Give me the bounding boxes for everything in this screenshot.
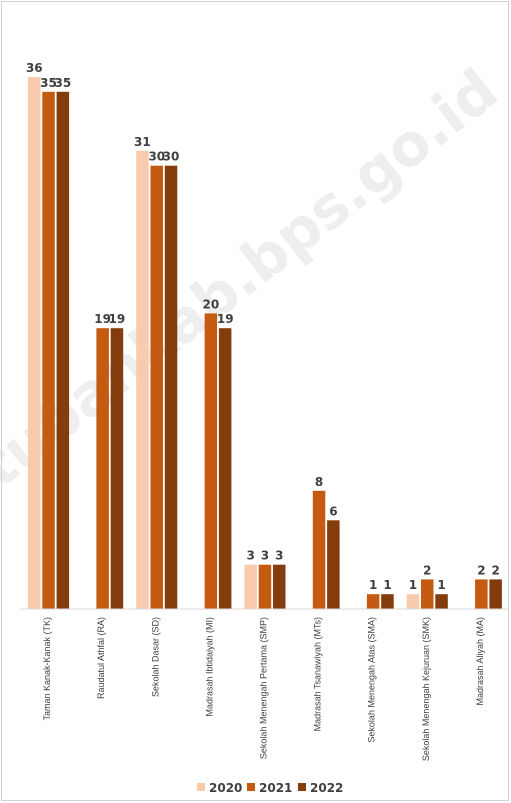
- bar-2020-1: [28, 77, 41, 609]
- bar-2021-9: [475, 579, 488, 609]
- bar-2022-7: [381, 594, 394, 609]
- bar-2021-2: [96, 328, 109, 609]
- category-label-9: Madrasah Aliyah (MA): [475, 617, 485, 706]
- bar-2021-7: [366, 594, 380, 609]
- legend-label-2021: 2021: [259, 781, 292, 795]
- bar-2021-4: [204, 313, 218, 609]
- category-label-8: Sekolah Menengah Kejuruan (SMK): [421, 617, 431, 761]
- data-label-2021-9: 2: [477, 563, 485, 577]
- legend-label-2022: 2022: [310, 781, 343, 795]
- data-label-2022-1: 35: [55, 76, 72, 90]
- data-label-2022-9: 2: [492, 563, 500, 577]
- data-label-2022-6: 6: [329, 504, 337, 518]
- data-label-2022-2: 19: [109, 312, 126, 326]
- data-label-2021-5: 3: [261, 549, 269, 563]
- bar-2021-3: [150, 165, 163, 609]
- bar-2021-5: [258, 564, 272, 609]
- bar-2021-1: [42, 91, 55, 610]
- data-label-2021-8: 2: [423, 563, 431, 577]
- bar-2020-3: [136, 150, 149, 609]
- bar-2020-5: [244, 564, 257, 609]
- category-label-3: Sekolah Dasar (SD): [150, 617, 160, 697]
- bar-2022-6: [327, 520, 340, 609]
- bar-2022-9: [489, 579, 502, 609]
- legend-swatch-2022: [298, 783, 306, 791]
- data-label-2021-7: 1: [369, 578, 377, 592]
- bar-2021-8: [421, 579, 434, 609]
- category-label-7: Sekolah Menengah Atas (SMA): [367, 617, 377, 743]
- bar-2022-1: [56, 91, 70, 610]
- data-label-2022-3: 30: [163, 150, 180, 164]
- data-label-2021-1: 35: [40, 76, 57, 90]
- legend-swatch-2021: [247, 783, 255, 791]
- data-label-2021-6: 8: [315, 475, 323, 489]
- watermark-text: tubankab.bps.go.id: [0, 56, 510, 502]
- data-label-2020-5: 3: [247, 549, 255, 563]
- bar-2020-8: [406, 594, 420, 609]
- bar-2022-2: [110, 328, 124, 609]
- data-label-2021-2: 19: [94, 312, 111, 326]
- category-label-6: Madrasah Tsanawiyah (MTs): [313, 617, 323, 731]
- data-label-2020-3: 31: [134, 135, 151, 149]
- category-label-5: Sekolah Menengah Pertama (SMP): [258, 617, 268, 759]
- data-label-2022-4: 19: [217, 312, 234, 326]
- legend-label-2020: 2020: [209, 781, 242, 795]
- legend-swatch-2020: [197, 783, 205, 791]
- bar-2021-6: [312, 490, 326, 609]
- bar-2022-4: [218, 328, 232, 609]
- data-label-2021-3: 30: [148, 150, 165, 164]
- data-label-2022-5: 3: [275, 549, 283, 563]
- data-label-2020-1: 36: [26, 61, 43, 75]
- data-label-2021-4: 20: [203, 297, 220, 311]
- data-label-2022-8: 1: [437, 578, 445, 592]
- bar-2022-5: [273, 564, 286, 609]
- category-label-1: Taman Kanak-Kanak (TK): [42, 617, 52, 721]
- data-label-2020-8: 1: [409, 578, 417, 592]
- category-label-2: Raudatul Athfal (RA): [96, 617, 106, 699]
- data-label-2022-7: 1: [383, 578, 391, 592]
- bar-2022-8: [435, 594, 448, 609]
- category-label-4: Madrasah Ibtidaiyah (MI): [204, 617, 214, 717]
- bar-2022-3: [164, 165, 178, 609]
